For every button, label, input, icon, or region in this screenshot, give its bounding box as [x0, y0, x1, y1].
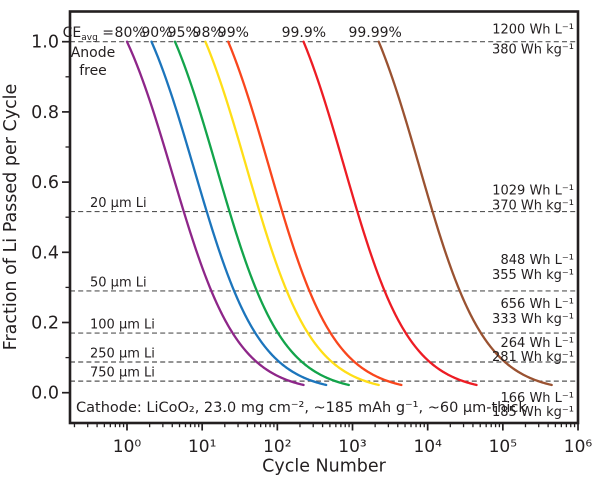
li-threshold-label: 100 μm Li [90, 318, 155, 333]
anode-free-label-line2: free [79, 63, 107, 79]
axis-tick-labels: 10⁰ 10¹ 10² 10³ 10⁴ 10⁵ 10⁶ 1.0 0.8 0.6 0.4 0.2 0.0 [31, 33, 592, 457]
ce-curve-99.9% [302, 40, 478, 387]
energy-label-wh-per-l: 166 Wh L⁻¹ [501, 391, 575, 406]
x-axis-title: Cycle Number [262, 457, 386, 477]
li-threshold-label: 50 μm Li [90, 275, 147, 290]
ce-curve-label-99.99%: 99.99% [348, 25, 401, 41]
ce-curves [125, 40, 553, 387]
energy-label-wh-per-kg: 281 Wh kg⁻¹ [492, 350, 574, 365]
ce-curve-label-95%: 95% [168, 25, 199, 41]
y-tick-label: 0.4 [31, 243, 59, 263]
y-tick-label: 0.6 [31, 173, 59, 193]
plot-annotations: 20 μm Li 50 μm Li 100 μm Li 250 μm Li 750 μm… [63, 23, 574, 420]
y-tick-label: 0.8 [31, 103, 59, 123]
energy-label-wh-per-l: 848 Wh L⁻¹ [501, 253, 575, 268]
anode-free-label-line1: Anode [71, 45, 116, 61]
x-tick-label: 10⁰ [113, 437, 142, 457]
energy-label-wh-per-kg: 333 Wh kg⁻¹ [492, 312, 574, 327]
ce-avg-label: CEavg = [63, 25, 114, 43]
li-threshold-lines [70, 41, 578, 382]
x-tick-label: 10⁴ [413, 437, 442, 457]
ce-curve-90% [150, 40, 328, 387]
x-tick-label: 10⁵ [489, 437, 517, 457]
energy-label-wh-per-l: 656 Wh L⁻¹ [501, 297, 575, 312]
ce-curve-98% [204, 40, 380, 387]
y-axis-title: Fraction of Li Passed per Cycle [1, 84, 21, 351]
energy-label-wh-per-l: 264 Wh L⁻¹ [501, 336, 575, 351]
energy-label-wh-per-l: 1029 Wh L⁻¹ [492, 184, 574, 199]
cathode-note: Cathode: LiCoO₂, 23.0 mg cm⁻², ~185 mAh … [76, 400, 527, 416]
energy-label-wh-per-kg: 380 Wh kg⁻¹ [492, 43, 574, 58]
li-threshold-label: 20 μm Li [90, 196, 147, 211]
y-tick-label: 1.0 [31, 33, 59, 53]
y-tick-label: 0.2 [31, 314, 59, 334]
x-tick-label: 10³ [338, 437, 366, 457]
y-tick-label: 0.0 [31, 384, 59, 404]
ce-curve-80% [125, 40, 305, 387]
energy-label-wh-per-kg: 185 Wh kg⁻¹ [492, 405, 574, 420]
energy-label-wh-per-kg: 370 Wh kg⁻¹ [492, 199, 574, 214]
energy-label-wh-per-kg: 355 Wh kg⁻¹ [492, 268, 574, 283]
ce-curve-label-99%: 99% [218, 25, 249, 41]
ce-curve-label-98%: 98% [193, 25, 224, 41]
ce-curve-label-99.9%: 99.9% [282, 25, 326, 41]
x-tick-label: 10² [263, 437, 291, 457]
li-threshold-label: 750 μm Li [90, 366, 155, 381]
x-tick-label: 10¹ [188, 437, 216, 457]
ce-curve-95% [173, 40, 350, 387]
ce-curve-label-80%: 80% [115, 25, 146, 41]
x-tick-label: 10⁶ [564, 437, 593, 457]
ce-curve-99% [227, 40, 403, 387]
ce-curve-99.99% [377, 40, 553, 387]
energy-label-wh-per-l: 1200 Wh L⁻¹ [492, 23, 574, 38]
axis-ticks [62, 40, 579, 431]
ce-curve-label-90%: 90% [141, 25, 172, 41]
li-threshold-label: 250 μm Li [90, 346, 155, 361]
